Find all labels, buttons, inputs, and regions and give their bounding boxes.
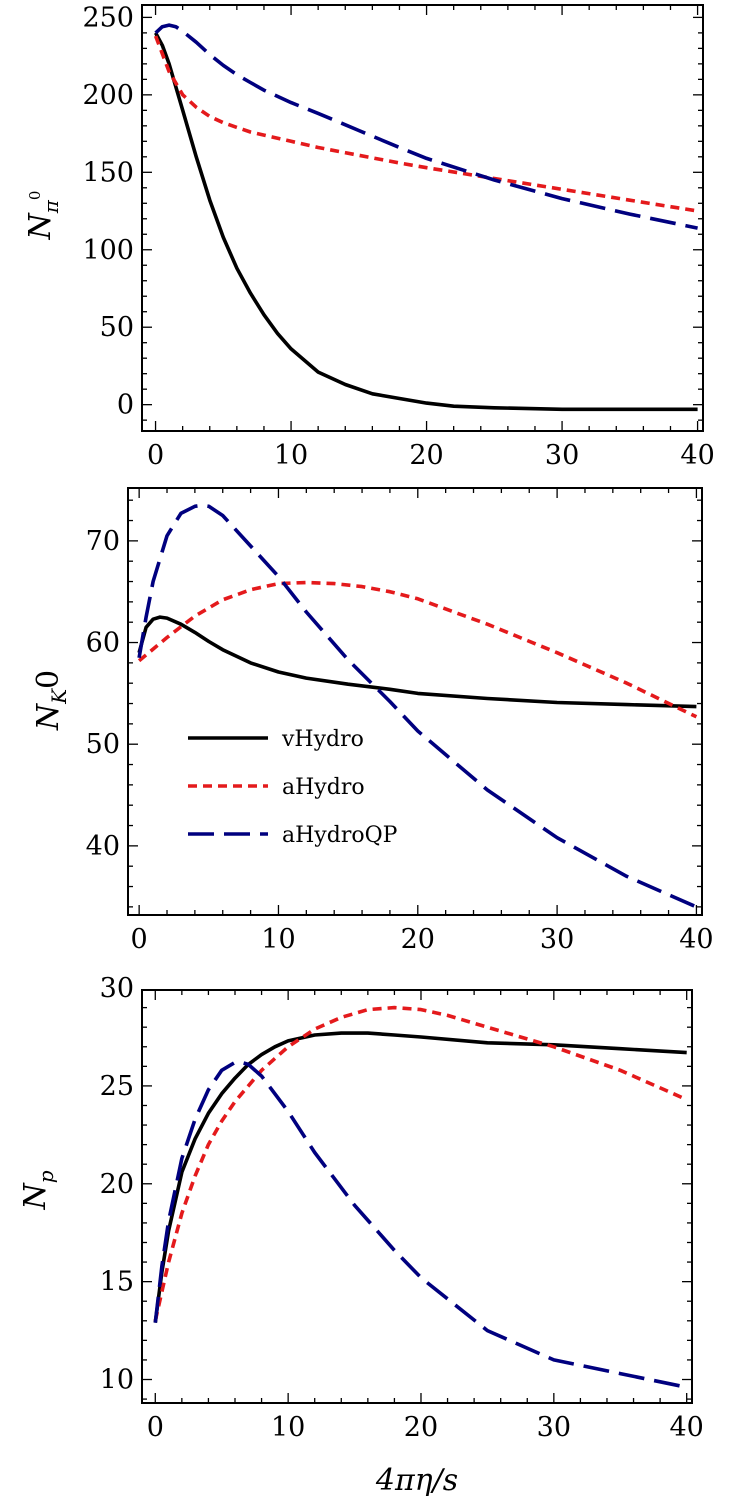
x-tick-label: 0 [131,924,148,955]
y-tick-label: 60 [86,628,120,659]
y-axis-label: NK0 [31,670,71,731]
y-tick-label: 20 [100,1169,134,1200]
x-tick-label: 0 [147,1412,164,1443]
y-tick-label: 100 [82,235,134,266]
y-tick-label: 0 [117,390,134,421]
x-axis-label: 4πη/s [375,1463,458,1498]
y-tick-label: 10 [100,1365,134,1396]
x-tick-label: 40 [680,440,714,471]
y-axis-label: Np [18,1170,58,1210]
x-tick-label: 10 [274,440,308,471]
legend-label-ahydro: aHydro [282,775,365,800]
series-vhydro-line [137,615,697,709]
series-ahydroqp-line [154,23,698,230]
x-tick-label: 30 [537,1412,571,1443]
y-tick-label: 250 [82,2,134,33]
panel-pion: 0 10 20 30 40 0 50 100 150 200 250 Nπ0 [23,2,715,471]
x-tick-label: 30 [545,440,579,471]
series-vhydro-line [154,32,698,412]
x-tick-label: 30 [540,924,574,955]
y-tick-label: 50 [100,312,134,343]
y-axis-label: Nπ0 [23,191,63,241]
panel-kaon: 0 10 20 30 40 40 50 60 70 NK0 vHydro aHydro aHydroQP [31,487,714,955]
x-tick-label: 40 [679,924,713,955]
x-tick-label: 10 [261,924,295,955]
x-tick-label: 40 [670,1412,704,1443]
x-tick-label: 20 [404,1412,438,1443]
plot-frame [127,487,703,916]
panel-proton: 0 10 20 30 40 10 15 20 25 30 Np 4πη/s [18,973,704,1498]
y-tick-label: 40 [86,831,120,862]
y-tick-label: 70 [86,526,120,557]
series-ahydro-line [153,1005,688,1322]
x-tick-label: 0 [147,440,164,471]
x-tick-label: 20 [409,440,443,471]
plot-frame [141,989,693,1404]
x-tick-label: 10 [271,1412,305,1443]
y-tick-label: 200 [82,80,134,111]
series-ahydro-line [137,580,698,719]
legend: vHydro aHydro aHydroQP [188,727,398,848]
series-vhydro-line [153,1031,687,1323]
legend-label-vhydro: vHydro [281,727,364,752]
series-ahydro-line [153,35,698,213]
y-tick-label: 15 [100,1267,134,1298]
series-ahydroqp-line [137,503,698,909]
y-tick-label: 150 [82,157,134,188]
y-tick-label: 30 [100,973,134,1004]
y-tick-label: 50 [86,729,120,760]
x-tick-label: 20 [401,924,435,955]
legend-label-ahydroqp: aHydroQP [282,823,398,848]
series-ahydroqp-line [153,1060,688,1390]
y-tick-label: 25 [100,1071,134,1102]
plot-frame [141,4,704,432]
